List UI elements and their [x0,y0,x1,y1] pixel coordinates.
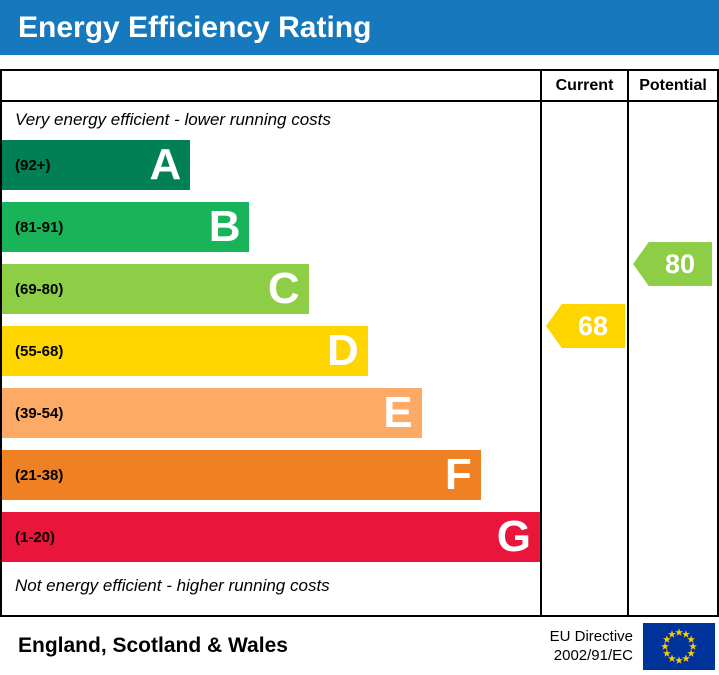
band-letter: C [267,264,300,313]
potential-rating-value: 80 [664,248,696,279]
band-letter: E [383,388,413,437]
chart-header-spacer [2,71,540,102]
band-range-label: (92+) [15,156,51,174]
current-rating-value: 68 [577,310,609,341]
footer: England, Scotland & Wales EU Directive 2… [0,617,719,675]
band-range-label: (21-38) [15,466,64,484]
band-g: (1-20) G [2,512,540,562]
energy-rating-chart: Current Potential Very energy efficient … [0,69,719,617]
band-letter: A [149,140,182,189]
potential-rating-pointer: 80 [633,242,712,286]
bands-area: Very energy efficient - lower running co… [2,102,540,615]
page-title: Energy Efficiency Rating [18,10,372,44]
eu-directive-line1: EU Directive [549,627,633,645]
band-a: (92+) A [2,140,191,190]
band-b: (81-91) B [2,202,250,252]
band-c: (69-80) C [2,264,309,314]
caption-top: Very energy efficient - lower running co… [15,110,331,129]
band-range-label: (1-20) [15,528,56,546]
current-rating-pointer: 68 [546,304,625,348]
band-range-label: (55-68) [15,342,64,360]
band-e: (39-54) E [2,388,422,438]
title-banner: Energy Efficiency Rating [0,0,719,55]
potential-column: 80 [627,102,717,615]
band-letter: G [496,512,531,561]
column-header-current: Current [540,71,627,102]
region-label: England, Scotland & Wales [18,634,288,657]
band-range-label: (81-91) [15,218,64,236]
eu-flag-icon [643,622,715,670]
band-f: (21-38) F [2,450,481,500]
current-column: 68 [540,102,627,615]
eu-directive-label: EU Directive 2002/91/EC [550,627,633,666]
eu-directive-line2: 2002/91/EC [553,647,633,664]
band-letter: B [208,202,241,251]
band-letter: D [327,326,359,375]
caption-bottom: Not energy efficient - higher running co… [15,576,330,595]
band-range-label: (39-54) [15,404,64,422]
band-range-label: (69-80) [15,280,64,298]
band-d: (55-68) D [2,326,368,376]
band-letter: F [444,450,472,499]
column-header-potential: Potential [627,71,717,102]
